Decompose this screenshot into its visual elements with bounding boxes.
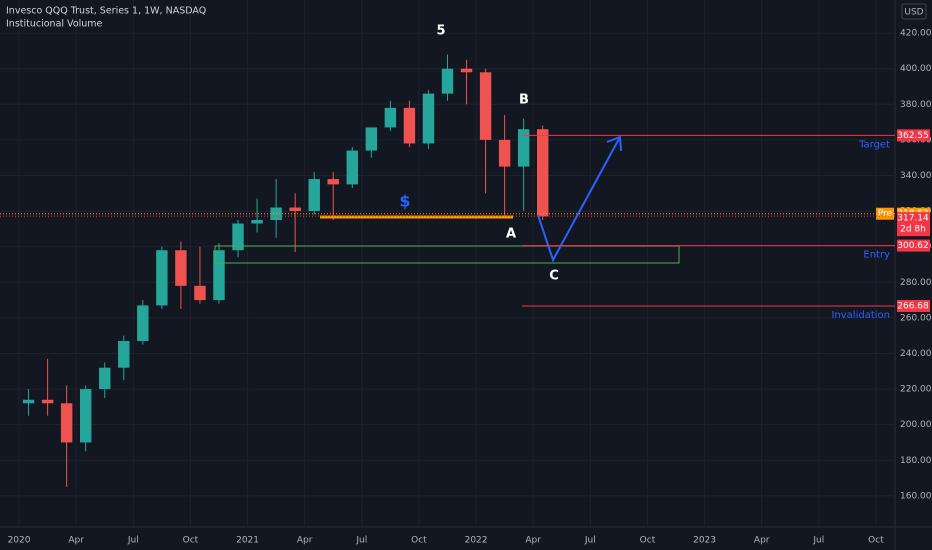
x-tick-label: Apr (525, 536, 541, 546)
wave-label: 5 (436, 24, 445, 39)
wave-label: C (549, 269, 559, 284)
pre-tag (876, 207, 894, 220)
currency[interactable]: USD (904, 8, 923, 18)
x-tick-label: 2020 (8, 536, 31, 546)
price-tag (897, 212, 930, 237)
candle-body (175, 250, 187, 286)
candle-body (118, 341, 130, 368)
chart-subtitle: Institucional Volume (6, 19, 103, 30)
x-tick-label: Oct (640, 536, 656, 546)
y-tick-label: 200.00 (900, 420, 932, 430)
x-tick-label: 2022 (465, 536, 488, 546)
arrow-head (606, 135, 622, 152)
y-tick-label: 380.00 (900, 100, 932, 110)
pre-tag-label: Pre (878, 209, 893, 219)
price-tag-label: 317.14 (897, 214, 929, 224)
y-tick-label: 220.00 (900, 385, 932, 395)
candle-body (60, 403, 73, 443)
price-tag (897, 239, 930, 252)
x-tick-label: 2023 (693, 536, 716, 546)
zone-box (214, 245, 680, 264)
candle-body (346, 150, 358, 185)
level-name: Entry (863, 250, 890, 261)
wave-label: A (506, 227, 516, 242)
candle-body (308, 179, 320, 212)
x-tick-label: Jul (584, 536, 596, 546)
x-tick-label: Oct (183, 536, 199, 546)
x-tick-label: Apr (68, 536, 84, 546)
price-tag-label: 266.68 (897, 301, 929, 311)
candle-body (479, 72, 492, 140)
candle-body (99, 367, 111, 390)
x-tick-label: 2021 (236, 536, 259, 546)
candle-body (384, 107, 397, 128)
candle-body (22, 399, 35, 404)
candle-body (194, 285, 206, 301)
x-tick-label: Apr (297, 536, 313, 546)
y-tick-label: 280.00 (900, 278, 932, 288)
candle-body (327, 179, 339, 185)
x-tick-label: Oct (411, 536, 427, 546)
x-tick-label: Jul (355, 536, 367, 546)
candle-body (403, 107, 416, 144)
y-tick-label: 260.00 (900, 313, 932, 323)
candle-body (79, 389, 92, 443)
level-name: Invalidation (831, 310, 890, 321)
candle-body (156, 250, 168, 306)
candle-body (460, 68, 473, 73)
candle-body (137, 305, 149, 342)
candle-body (251, 219, 263, 224)
level-name: Target (858, 139, 890, 150)
x-tick-label: Apr (754, 536, 770, 546)
candle-body (289, 207, 301, 212)
candle-body (232, 223, 244, 251)
y-tick-label: 180.00 (900, 456, 932, 466)
candle-body (441, 68, 454, 94)
price-tag-label: 300.62 (897, 241, 929, 251)
price-tag-label: 362.55 (897, 131, 929, 141)
currency-box[interactable] (901, 3, 927, 20)
candle-body (537, 129, 549, 217)
candle-body (213, 250, 225, 301)
candle-body (422, 93, 435, 144)
dollar-label: $ (399, 192, 410, 211)
y-tick-label: 420.00 (900, 29, 932, 39)
x-tick-label: Jul (812, 536, 824, 546)
candle-body (498, 139, 511, 167)
candle-body (365, 127, 378, 151)
wave-label: B (519, 93, 529, 108)
projection-arrow (537, 136, 621, 263)
y-tick-label: 340.00 (900, 171, 932, 181)
y-tick-label: 400.00 (900, 64, 932, 74)
chart-title: Invesco QQQ Trust, Series 1, 1W, NASDAQ (6, 6, 206, 17)
candle-body (41, 399, 54, 404)
candle-body (517, 129, 530, 167)
price-tag (897, 299, 930, 312)
x-tick-label: Oct (868, 536, 884, 546)
y-tick-label: 240.00 (900, 349, 932, 359)
x-tick-label: Jul (127, 536, 139, 546)
y-tick-label: 160.00 (900, 491, 932, 501)
countdown: 2d 8h (900, 225, 926, 235)
price-tag (897, 129, 930, 142)
